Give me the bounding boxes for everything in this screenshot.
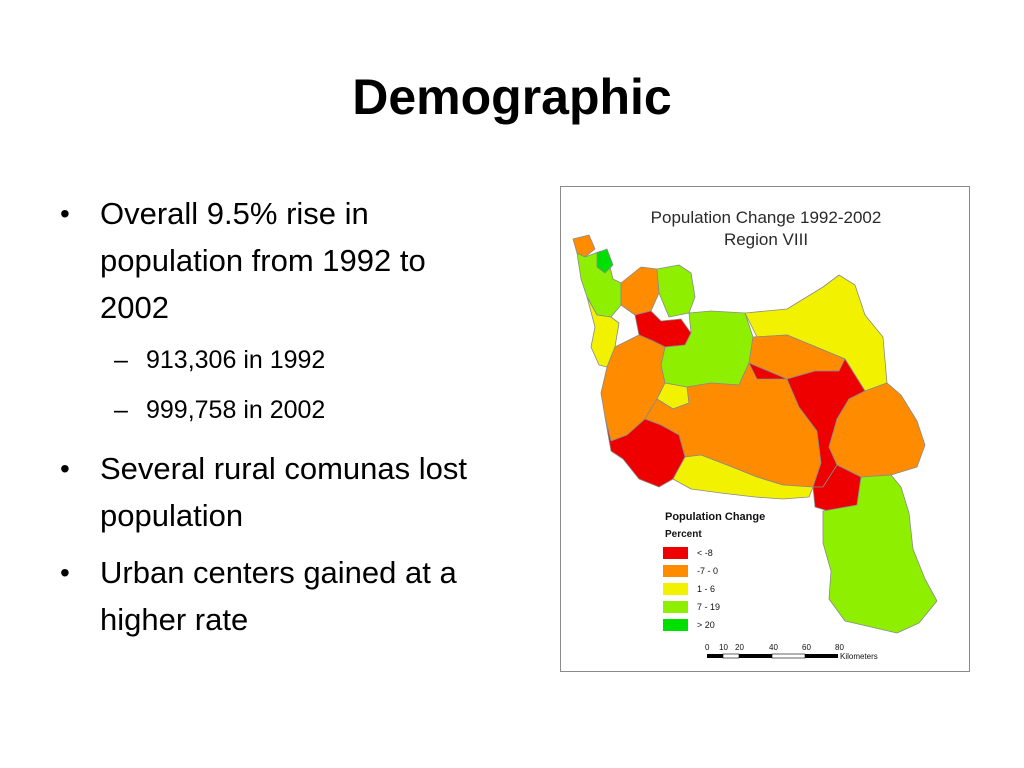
legend-label: < -8 — [697, 547, 713, 558]
legend-label: 1 - 6 — [697, 583, 716, 594]
scale-tick: 10 — [719, 643, 728, 652]
sub-bullet-marker: – — [114, 396, 128, 424]
scale-tick: 60 — [802, 643, 811, 652]
bullet-item: • Overall 9.5% rise in population from 1… — [58, 190, 498, 435]
bullet-marker: • — [60, 557, 70, 588]
sub-bullet-text: 913,306 in 1992 — [146, 346, 326, 374]
sub-bullet-text: 999,758 in 2002 — [146, 396, 326, 424]
bullet-item: • Urban centers gained at a higher rate — [58, 549, 498, 643]
comuna-region — [572, 234, 596, 258]
scale-tick: 40 — [769, 643, 778, 652]
map-subtitle: Region VIII — [723, 230, 809, 249]
comuna-region — [656, 264, 696, 318]
bullet-text: Overall 9.5% rise in population from 199… — [100, 196, 426, 325]
map-title: Population Change 1992-2002 — [650, 208, 882, 227]
legend-entry: 1 - 6 — [663, 582, 715, 595]
bullet-text: Urban centers gained at a higher rate — [100, 555, 457, 637]
scale-unit: Kilometers — [840, 652, 878, 661]
bullet-marker: • — [60, 198, 70, 229]
legend-entry: -7 - 0 — [663, 564, 718, 577]
legend-swatch — [663, 600, 688, 613]
sub-bullet-list: – 913,306 in 1992 – 999,758 in 2002 — [100, 335, 498, 435]
sub-bullet-item: – 999,758 in 2002 — [100, 385, 498, 435]
comuna-region — [822, 474, 938, 634]
legend-entry: 7 - 19 — [663, 600, 720, 613]
legend-swatch — [663, 546, 688, 559]
comuna-region — [672, 454, 814, 500]
slide-title: Demographic — [352, 69, 672, 125]
region-map — [572, 234, 938, 634]
legend-label: 7 - 19 — [697, 601, 721, 612]
legend-swatch — [663, 564, 688, 577]
scale-tick: 0 — [705, 643, 710, 652]
legend-title: Population Change — [665, 511, 766, 523]
legend-label: -7 - 0 — [697, 565, 719, 576]
bullet-item: • Several rural comunas lost population — [58, 445, 498, 539]
bullet-marker: • — [60, 453, 70, 484]
comuna-region — [596, 248, 614, 274]
legend-swatch — [663, 618, 688, 631]
scale-tick: 80 — [835, 643, 844, 652]
map-figure: Population Change 1992-2002 Region VIII — [560, 186, 970, 672]
legend-entry: > 20 — [663, 618, 715, 631]
legend-subtitle: Percent — [665, 529, 702, 540]
sub-bullet-item: – 913,306 in 1992 — [100, 335, 498, 385]
legend-swatch — [663, 582, 688, 595]
bullet-text: Several rural comunas lost population — [100, 451, 467, 533]
scale-tick: 20 — [735, 643, 744, 652]
sub-bullet-marker: – — [114, 346, 128, 374]
comuna-region — [620, 266, 660, 316]
legend-label: > 20 — [697, 619, 715, 630]
legend-entry: < -8 — [663, 546, 713, 559]
bullet-list: • Overall 9.5% rise in population from 1… — [58, 190, 498, 653]
